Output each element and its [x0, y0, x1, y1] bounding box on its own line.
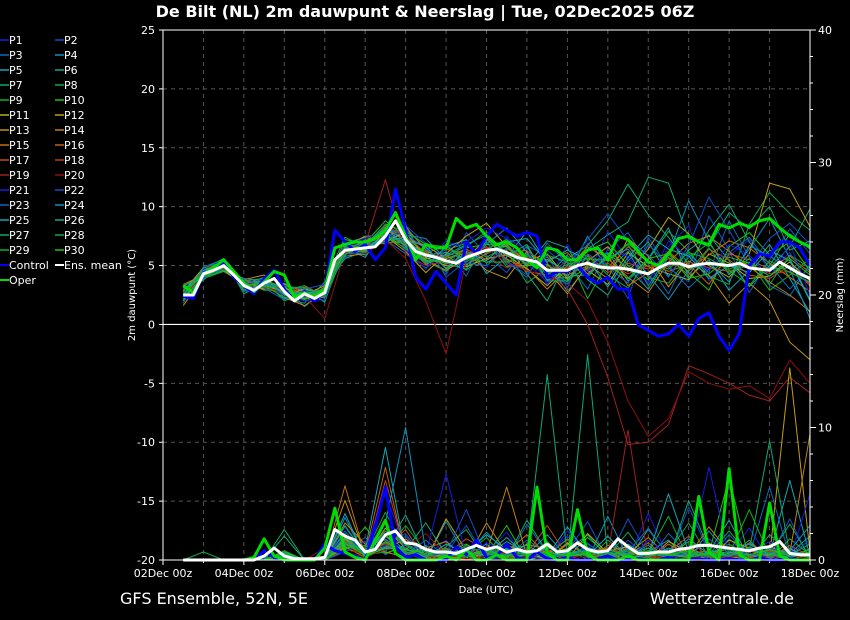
legend [0, 39, 64, 281]
legend-label-p22: P22 [64, 184, 85, 197]
x-tick-label: 10Dec 00z [457, 567, 516, 580]
chart-title: De Bilt (NL) 2m dauwpunt & Neerslag | Tu… [156, 2, 695, 22]
x-tick-label: 06Dec 00z [295, 567, 354, 580]
footer-brand: Wetterzentrale.de [650, 589, 794, 608]
legend-label-p12: P12 [64, 109, 85, 122]
y-tick-label: 15 [141, 142, 155, 155]
legend-label-oper: Oper [9, 274, 36, 287]
legend-label-p19: P19 [9, 169, 30, 182]
y-tick-label: -20 [137, 554, 155, 567]
member-temp-line-p12 [182, 182, 811, 296]
legend-label-p24: P24 [64, 199, 85, 212]
legend-label-p15: P15 [9, 139, 30, 152]
x-tick-label: 14Dec 00z [619, 567, 678, 580]
legend-label-p16: P16 [64, 139, 85, 152]
member-temp-line-p23 [182, 233, 811, 301]
legend-label-p27: P27 [9, 229, 30, 242]
x-tick-label: 04Dec 00z [215, 567, 274, 580]
legend-label-p1: P1 [9, 34, 23, 47]
legend-label-control: Control [9, 259, 49, 272]
mean-temp-line [183, 219, 811, 303]
legend-label-p11: P11 [9, 109, 30, 122]
footer-source: GFS Ensemble, 52N, 5E [120, 589, 308, 608]
legend-label-p25: P25 [9, 214, 30, 227]
x-axis-label: Date (UTC) [459, 585, 514, 596]
legend-label-p14: P14 [64, 124, 85, 137]
legend-label-p20: P20 [64, 169, 85, 182]
legend-label-p17: P17 [9, 154, 30, 167]
oper-temp-line [182, 211, 811, 299]
legend-label-p21: P21 [9, 184, 30, 197]
x-tick-label: 02Dec 00z [134, 567, 193, 580]
legend-label-p26: P26 [64, 214, 85, 227]
member-temp-line-p28 [182, 233, 811, 300]
x-tick-label: 12Dec 00z [538, 567, 597, 580]
member-precip-line-p26 [183, 535, 811, 561]
y-tick-label: 0 [148, 318, 155, 331]
mean-precip-line [183, 528, 810, 562]
legend-label-p29: P29 [9, 244, 30, 257]
legend-label-p10: P10 [64, 94, 85, 107]
y-tick-label: 5 [148, 260, 155, 273]
legend-label-p8: P8 [64, 79, 78, 92]
legend-label-p30: P30 [64, 244, 85, 257]
legend-label-p13: P13 [9, 124, 30, 137]
legend-label-p9: P9 [9, 94, 23, 107]
legend-label-p3: P3 [9, 49, 23, 62]
plot-frame [162, 29, 811, 561]
legend-label-p28: P28 [64, 229, 85, 242]
grid-lines [159, 29, 816, 565]
legend-label-p2: P2 [64, 34, 78, 47]
legend-label-p4: P4 [64, 49, 78, 62]
legend-label-p23: P23 [9, 199, 30, 212]
member-precip-line-p12 [183, 367, 811, 561]
y2-tick-label: 40 [818, 24, 832, 37]
y2-tick-label: 10 [818, 422, 832, 435]
y-tick-label: 10 [141, 201, 155, 214]
x-tick-label: 08Dec 00z [376, 567, 435, 580]
y-tick-label: -15 [137, 495, 155, 508]
legend-label-p18: P18 [64, 154, 85, 167]
y2-tick-label: 30 [818, 157, 832, 170]
member-temp-line-p19 [182, 179, 811, 446]
y-tick-label: 25 [141, 24, 155, 37]
x-tick-label: 18Dec 00z [781, 567, 840, 580]
y2-tick-label: 20 [818, 289, 832, 302]
y-tick-label: -10 [137, 436, 155, 449]
y-tick-label: 20 [141, 83, 155, 96]
legend-label-p5: P5 [9, 64, 23, 77]
legend-label-p7: P7 [9, 79, 23, 92]
member-temp-line-p29 [182, 223, 811, 298]
legend-label-ens-mean: Ens. mean [64, 259, 122, 272]
legend-label-p6: P6 [64, 64, 78, 77]
y2-tick-label: 0 [818, 554, 825, 567]
x-tick-label: 16Dec 00z [700, 567, 759, 580]
y-tick-label: -5 [144, 377, 155, 390]
y2-axis-label: Neerslag (mm) [835, 257, 846, 332]
member-precip-line-p27 [183, 374, 811, 561]
y-axis-label: 2m dauwpunt (°C) [127, 249, 138, 341]
